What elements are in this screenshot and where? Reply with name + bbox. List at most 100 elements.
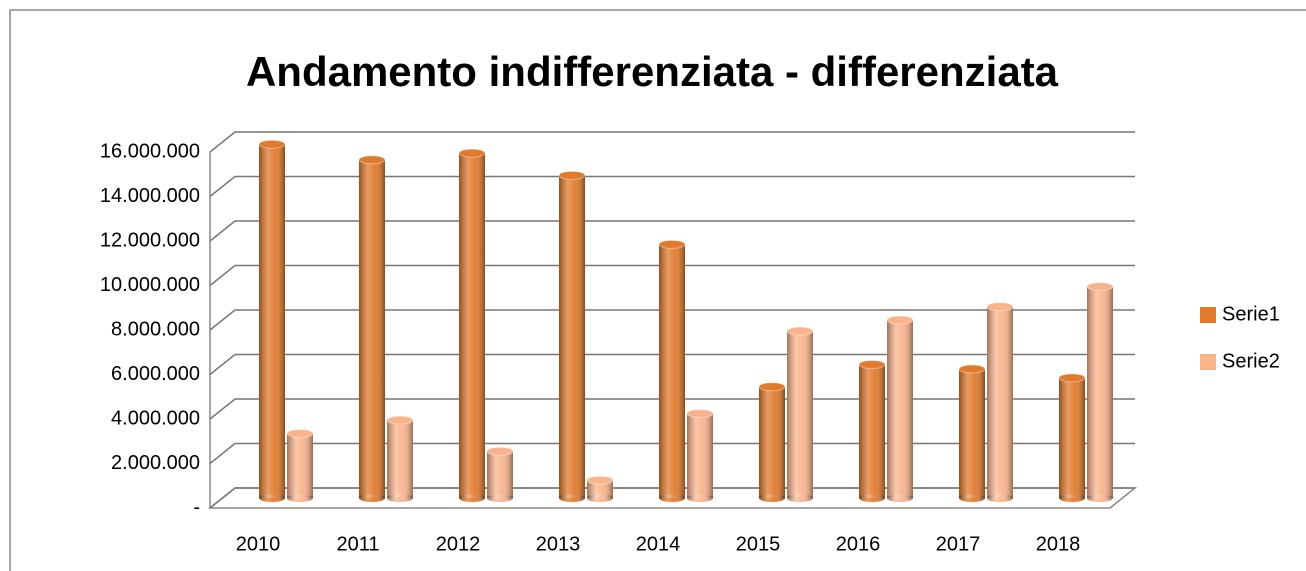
x-tick-label: 2016 [836,533,881,555]
bar-shade [759,386,785,498]
y-tick-label: 12.000.000 [100,229,200,251]
bar-shade [787,331,813,498]
grid-line [209,398,1135,420]
bar-base-shade [759,494,785,502]
bar-top [1086,282,1114,292]
bar-shade [287,433,313,498]
bar-top [658,239,686,249]
bar [358,155,386,502]
bar [886,315,914,502]
grid-line [209,353,1135,376]
bar-base-shade [387,494,413,502]
bar-top [986,302,1014,312]
bar [286,428,314,502]
bar-top [886,315,914,325]
x-tick-label: 2011 [336,533,379,555]
bar-shade [987,306,1013,498]
bar-shade [359,159,385,499]
x-tick-label: 2012 [436,533,481,555]
bar [486,446,514,502]
grid-line [209,220,1135,242]
bar-base-shade [687,494,713,502]
grid-line [209,487,1135,509]
bar [686,408,714,502]
y-tick-label: - [193,496,200,518]
bar-shade [487,451,513,498]
grid-line [209,175,1135,198]
bar-base-shade [487,494,513,502]
bar-top [958,364,986,374]
bar-top [858,360,886,369]
y-tick-label: 14.000.000 [100,185,200,207]
bar-top [586,475,614,485]
bar [586,475,614,502]
y-tick-label: 4.000.000 [111,407,200,429]
bar-shade [887,320,913,498]
legend-label: Serie2 [1222,350,1280,372]
bar-shade [959,368,985,498]
bar-top [1058,373,1086,383]
bar [958,364,986,502]
chart-title: Andamento indifferenziata - differenziat… [246,48,1059,95]
bar-shade [687,413,713,498]
bar [658,239,686,502]
bar-shade [459,153,485,498]
bar-base-shade [959,494,985,502]
bar [858,360,886,502]
y-tick-label: 2.000.000 [111,452,200,474]
bar [258,139,286,502]
bar-shade [587,480,613,498]
bar [558,170,586,502]
bar-top [758,382,786,392]
bar-top [686,408,714,418]
bar-top [486,446,514,456]
legend-swatch [1200,354,1216,370]
bar [786,326,814,502]
bar [1058,373,1086,502]
bar [1086,282,1114,502]
bar-base-shade [987,494,1013,502]
bar [758,382,786,502]
grid-line [209,309,1135,331]
bar-base-shade [1059,494,1085,502]
x-tick-label: 2010 [236,533,281,555]
x-tick-label: 2018 [1036,533,1081,555]
bar-shade [1087,286,1113,498]
bar-base-shade [659,494,685,502]
bar-shade [859,364,885,498]
legend-label: Serie1 [1222,303,1280,325]
bar-top [286,428,314,438]
bar-base-shade [587,494,613,502]
bar-base-shade [259,494,285,502]
bar-base-shade [887,494,913,502]
bar [458,148,486,502]
bar-base-shade [787,494,813,502]
bar-base-shade [1087,494,1113,502]
bar-base-shade [459,494,485,502]
bar-base-shade [559,494,585,502]
bar-shade [259,144,285,498]
bar-top [458,148,486,158]
bar [386,415,414,502]
x-tick-label: 2015 [736,533,781,555]
bar-shade [559,175,585,498]
legend-swatch [1200,307,1216,323]
bar-top [386,415,414,425]
bar-base-shade [287,494,313,502]
bar-top [786,326,814,336]
y-tick-label: 16.000.000 [100,140,200,162]
y-tick-label: 8.000.000 [111,318,200,340]
bar-top [558,170,586,180]
grid-line [209,131,1135,153]
bar-top [258,139,286,149]
grid-line [209,442,1135,465]
y-tick-label: 6.000.000 [111,363,200,385]
x-tick-label: 2017 [936,533,981,555]
bar-top [358,155,386,165]
grid-line [209,264,1135,287]
y-tick-label: 10.000.000 [100,274,200,296]
bar-shade [659,244,685,498]
bar-base-shade [359,494,385,502]
x-tick-label: 2013 [536,533,581,555]
